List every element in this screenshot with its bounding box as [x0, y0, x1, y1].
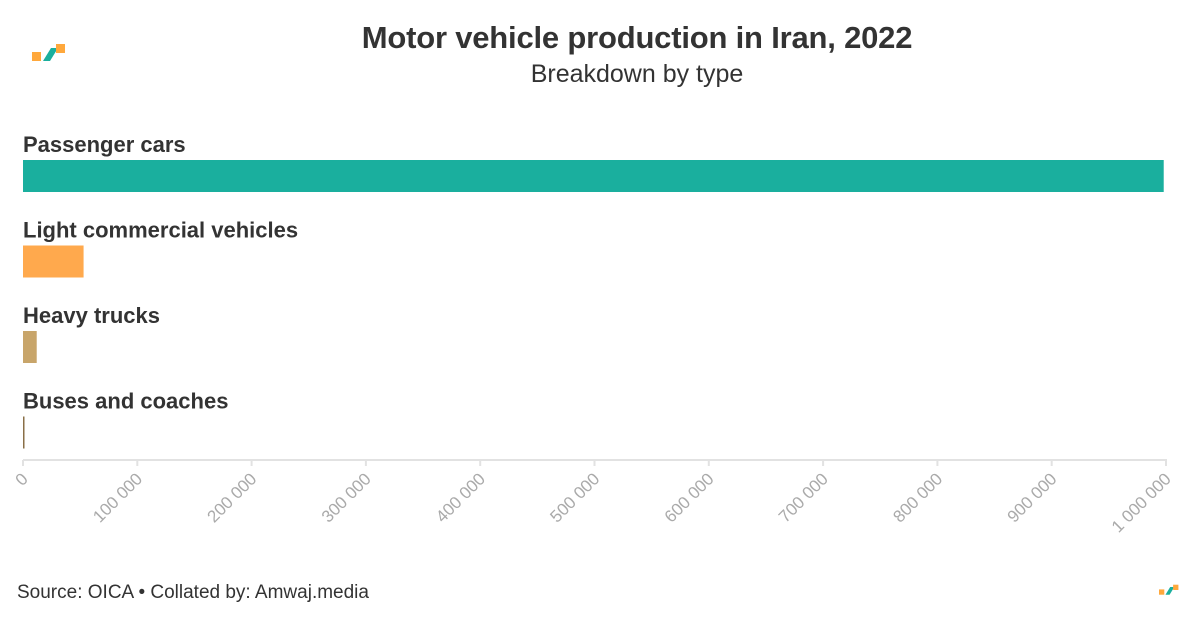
bar [23, 331, 37, 363]
chart-header: Motor vehicle production in Iran, 2022 B… [0, 18, 1200, 90]
x-tick-label: 800 000 [889, 469, 946, 526]
amwaj-logo-small-icon [1159, 584, 1179, 595]
category-label: Buses and coaches [23, 389, 228, 414]
x-tick-label: 500 000 [546, 469, 603, 526]
category-label: Passenger cars [23, 132, 186, 157]
x-tick-label: 700 000 [775, 469, 832, 526]
bar [23, 416, 25, 449]
x-tick-label: 900 000 [1004, 469, 1061, 526]
x-tick-label: 100 000 [89, 469, 146, 526]
x-tick-label: 300 000 [318, 469, 375, 526]
bar [23, 245, 84, 278]
amwaj-logo-icon [32, 44, 65, 61]
chart-title: Motor vehicle production in Iran, 2022 [361, 20, 913, 55]
bar [23, 160, 1164, 192]
x-tick-label: 400 000 [432, 469, 489, 526]
x-tick-label: 0 [12, 469, 32, 489]
x-tick-label: 200 000 [204, 469, 261, 526]
category-label: Light commercial vehicles [23, 218, 298, 243]
chart-subtitle: Breakdown by type [530, 60, 744, 88]
x-tick-label: 1 000 000 [1108, 469, 1175, 536]
x-tick-label: 600 000 [661, 469, 718, 526]
source-note: Source: OICA • Collated by: Amwaj.media [17, 582, 369, 603]
category-label: Heavy trucks [23, 303, 160, 328]
bar-chart: Passenger cars Light commercial vehicles H… [12, 132, 1175, 536]
